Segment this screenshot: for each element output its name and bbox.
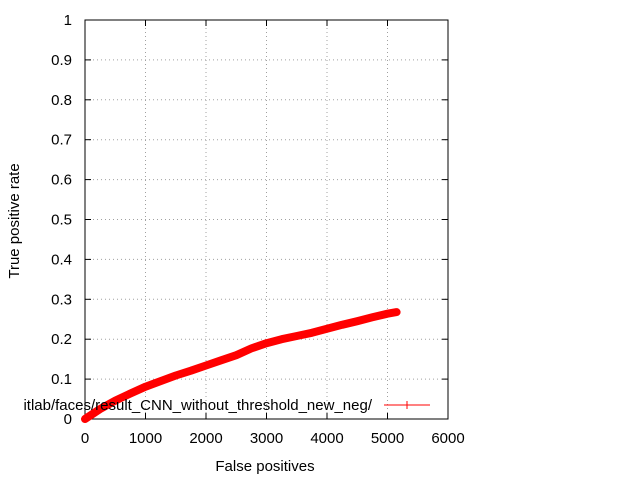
data-point <box>294 334 299 338</box>
y-tick-label: 0.3 <box>51 291 72 308</box>
y-tick-label: 0.4 <box>51 251 72 268</box>
data-point <box>325 326 329 331</box>
data-point <box>309 330 314 335</box>
legend: itlab/faces/result_CNN_without_threshold… <box>23 397 430 414</box>
data-point <box>279 337 284 342</box>
data-point <box>173 373 178 378</box>
data-point <box>158 379 163 384</box>
data-point <box>355 319 360 324</box>
y-tick-label: 0 <box>64 411 72 428</box>
data-point <box>98 407 103 411</box>
data-point <box>204 363 208 368</box>
data-point <box>385 311 390 316</box>
x-tick-label: 5000 <box>371 430 404 447</box>
legend-label: itlab/faces/result_CNN_without_threshold… <box>23 397 372 414</box>
x-tick-label: 1000 <box>129 430 162 447</box>
y-axis-label: True positive rate <box>6 163 23 278</box>
y-tick-label: 0.2 <box>51 331 72 348</box>
data-point <box>219 358 224 363</box>
x-tick-label: 3000 <box>250 430 283 447</box>
y-tick-label: 1 <box>64 12 72 29</box>
data-point <box>83 417 87 421</box>
data-point <box>264 341 269 346</box>
grid <box>85 20 448 419</box>
data-point <box>249 346 254 351</box>
data-point <box>128 391 133 396</box>
y-tick-label: 0.6 <box>51 172 72 189</box>
x-tick-label: 6000 <box>431 430 464 447</box>
y-tick-label: 0.7 <box>51 132 72 149</box>
data-point <box>143 384 148 389</box>
data-point <box>234 353 239 358</box>
x-tick-label: 4000 <box>310 430 343 447</box>
data-point <box>370 315 375 320</box>
x-axis-label: False positives <box>215 458 314 475</box>
axis-ticks: 0 1000 2000 3000 4000 5000 6000 0 0.1 0.2 0.3 0.4 0.… <box>51 12 465 447</box>
data-point <box>340 322 345 327</box>
y-tick-label: 0.9 <box>51 52 72 69</box>
y-tick-label: 0.8 <box>51 92 72 109</box>
roc-curve-line <box>81 308 401 423</box>
x-tick-label: 2000 <box>189 430 222 447</box>
series-layer <box>81 308 401 423</box>
data-point <box>394 310 399 315</box>
y-tick-label: 0.5 <box>51 212 72 229</box>
data-point <box>188 368 193 373</box>
x-tick-label: 0 <box>81 430 89 447</box>
data-point <box>113 398 118 403</box>
y-tick-label: 0.1 <box>51 371 72 388</box>
